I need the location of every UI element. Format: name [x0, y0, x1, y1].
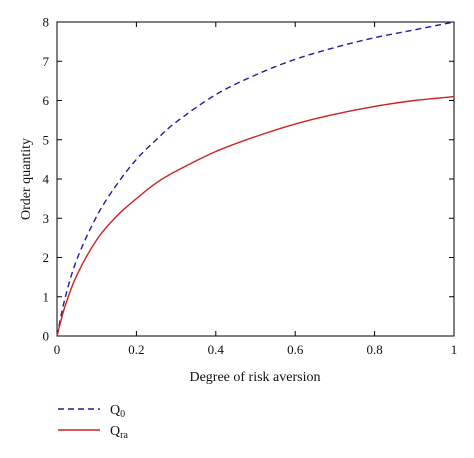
x-tick-label: 1 [451, 342, 458, 357]
y-tick-label: 1 [43, 289, 50, 304]
y-tick-label: 2 [43, 250, 50, 265]
y-tick-label: 4 [43, 172, 50, 187]
y-tick-label: 8 [43, 15, 50, 30]
x-tick-label: 0.4 [208, 342, 225, 357]
x-tick-label: 0.2 [128, 342, 144, 357]
legend-label-qra: Qra [110, 424, 128, 441]
y-tick-label: 3 [43, 211, 50, 226]
series-line-q0 [56, 21, 455, 337]
legend-label-q0: Q0 [110, 403, 125, 420]
series-lines [56, 21, 455, 337]
x-axis-label: Degree of risk aversion [189, 370, 320, 385]
series-line-qra [56, 95, 455, 337]
y-tick-label: 0 [43, 329, 50, 344]
legend: Q0 Qra [58, 403, 128, 441]
y-tick-label: 6 [43, 93, 50, 108]
x-tick-label: 0.6 [287, 342, 304, 357]
y-axis-label: Order quantity [19, 138, 34, 220]
x-tick-label: 0 [54, 342, 61, 357]
axis-ticks: 0 0.2 0.4 0.6 0.8 1 0 1 2 3 4 5 6 7 8 [43, 15, 458, 358]
y-tick-label: 5 [43, 132, 50, 147]
plot-frame [56, 21, 455, 337]
y-tick-label: 7 [43, 54, 50, 69]
x-tick-label: 0.8 [366, 342, 382, 357]
